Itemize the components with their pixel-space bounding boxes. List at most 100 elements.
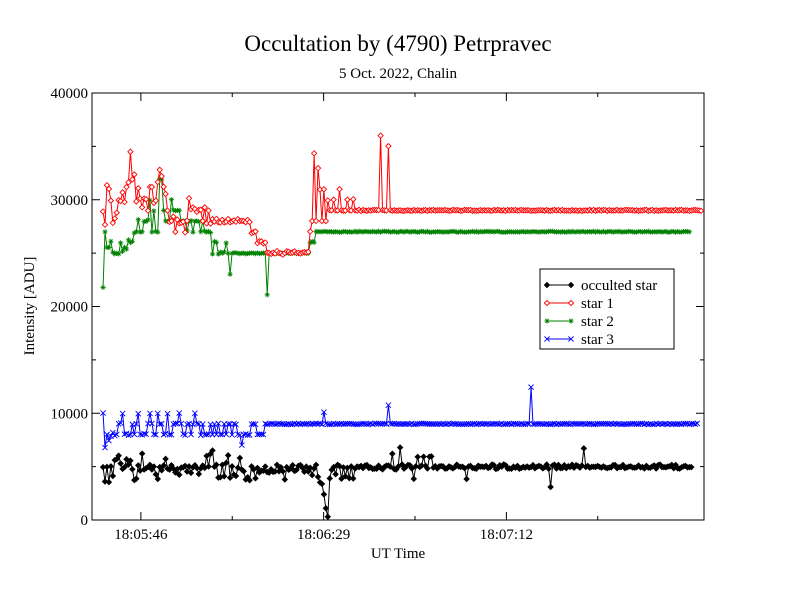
data-point-star-3	[125, 432, 132, 439]
data-point-star-1	[134, 184, 142, 192]
data-point-star-2	[610, 229, 616, 235]
data-point-occulted-star	[394, 463, 402, 470]
data-point-occulted-star	[428, 453, 435, 460]
data-point-star-3	[234, 431, 241, 438]
data-point-star-2	[424, 228, 431, 235]
data-point-occulted-star	[185, 463, 193, 470]
data-point-star-2	[569, 228, 575, 234]
data-point-star-1	[322, 217, 330, 225]
data-point-star-2	[549, 228, 556, 234]
data-point-star-1	[164, 207, 171, 214]
legend: occulted star star 1 star 2 star 3	[539, 268, 675, 350]
data-point-occulted-star	[107, 463, 115, 470]
data-point-star-1	[154, 178, 162, 186]
data-point-occulted-star	[279, 468, 287, 475]
data-point-star-2	[446, 229, 452, 235]
data-point-star-2	[194, 218, 200, 224]
data-point-star-2	[522, 229, 528, 235]
data-point-star-1	[310, 150, 318, 157]
data-point-star-2	[643, 229, 649, 235]
data-point-star-3	[191, 410, 198, 417]
data-point-star-2	[147, 197, 153, 203]
data-point-star-1	[172, 228, 179, 236]
data-point-star-2	[639, 229, 646, 235]
data-point-star-2	[221, 249, 227, 255]
data-point-occulted-star	[158, 467, 165, 474]
data-point-occulted-star	[240, 468, 248, 475]
data-point-star-2	[563, 229, 569, 235]
data-point-occulted-star	[129, 466, 136, 473]
y-tick-label: 0	[81, 513, 89, 529]
data-point-star-2	[209, 251, 216, 257]
data-point-star-2	[616, 228, 622, 234]
data-point-star-2	[149, 229, 155, 235]
data-point-star-2	[114, 250, 120, 256]
data-point-star-1	[306, 228, 314, 235]
data-point-star-1	[111, 215, 119, 222]
data-point-star-2	[350, 229, 356, 235]
data-point-star-3	[225, 421, 232, 428]
x-tick-label: 18:07:12	[480, 527, 533, 543]
data-point-star-2	[264, 292, 270, 298]
data-point-star-2	[254, 250, 261, 256]
data-point-star-2	[344, 229, 350, 235]
data-point-star-2	[581, 228, 587, 235]
data-point-star-3	[117, 420, 124, 426]
data-point-star-2	[317, 228, 323, 235]
data-point-star-1	[199, 217, 206, 225]
data-point-star-2	[241, 250, 247, 256]
data-point-star-2	[477, 228, 483, 235]
data-point-star-2	[256, 251, 263, 257]
data-point-star-2	[489, 228, 495, 234]
data-point-occulted-star	[228, 463, 236, 470]
data-point-star-3	[172, 420, 179, 427]
data-point-star-3	[203, 431, 210, 438]
data-point-occulted-star	[408, 465, 416, 472]
data-point-star-2	[598, 229, 605, 235]
data-point-star-2	[557, 229, 563, 235]
data-point-star-3	[162, 430, 169, 437]
data-point-occulted-star	[187, 469, 195, 477]
data-point-occulted-star	[252, 475, 259, 482]
legend-label-star-1: star 1	[581, 296, 614, 312]
data-point-star-2	[514, 229, 520, 235]
data-point-star-1	[697, 207, 705, 215]
data-point-occulted-star	[133, 475, 140, 482]
data-point-star-2	[434, 228, 440, 235]
data-point-star-2	[591, 228, 597, 234]
data-point-star-2	[544, 229, 550, 235]
data-point-star-2	[524, 228, 530, 235]
y-axis: 0 10000 20000 30000 40000	[51, 86, 704, 529]
data-point-star-2	[338, 229, 345, 235]
data-point-star-3	[524, 420, 531, 427]
data-point-star-2	[225, 250, 231, 257]
data-point-star-2	[395, 229, 401, 235]
data-point-star-3	[231, 420, 237, 427]
data-point-star-2	[223, 240, 229, 246]
data-point-star-2	[377, 229, 384, 235]
data-point-occulted-star	[115, 452, 122, 459]
legend-marker-occulted-star	[567, 281, 575, 289]
data-point-occulted-star	[293, 466, 300, 474]
data-point-star-2	[387, 229, 393, 235]
data-point-occulted-star	[332, 470, 339, 478]
data-point-occulted-star	[580, 445, 588, 452]
data-point-star-1	[320, 185, 328, 193]
data-point-star-1	[119, 189, 126, 196]
data-point-star-2	[342, 228, 348, 235]
data-point-occulted-star	[324, 513, 332, 521]
data-point-star-2	[127, 240, 134, 246]
data-point-star-1	[105, 185, 113, 193]
data-point-star-2	[589, 229, 595, 235]
data-point-star-2	[211, 238, 218, 245]
data-point-occulted-star	[162, 455, 169, 463]
data-point-star-3	[119, 410, 126, 417]
data-point-star-3	[229, 431, 235, 438]
legend-marker-star-2	[544, 318, 550, 324]
data-point-occulted-star	[326, 475, 334, 482]
y-tick-label: 20000	[51, 300, 89, 316]
data-point-star-2	[139, 229, 145, 235]
data-point-star-2	[667, 229, 673, 235]
data-point-star-1	[168, 217, 175, 225]
data-point-star-1	[183, 217, 191, 225]
